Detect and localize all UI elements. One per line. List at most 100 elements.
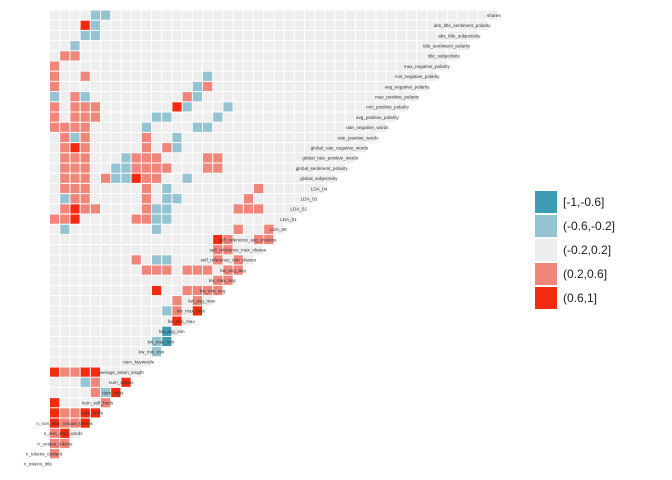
heatmap-tile — [80, 30, 90, 41]
heatmap-tile — [407, 30, 417, 41]
heatmap-tile — [376, 61, 386, 71]
heatmap-tile — [407, 81, 417, 92]
heatmap-tile — [162, 112, 172, 122]
heatmap-tile — [315, 163, 325, 173]
heatmap-tile — [162, 255, 172, 265]
heatmap-tile — [233, 92, 243, 102]
heatmap-tile — [305, 10, 315, 20]
heatmap-tile — [80, 234, 90, 245]
heatmap-tile — [131, 194, 141, 204]
heatmap-tile — [427, 30, 437, 41]
heatmap-tile — [121, 367, 131, 377]
heatmap-tile — [60, 81, 70, 92]
variable-label: rate_negative_words — [346, 125, 389, 130]
heatmap-tile — [90, 61, 100, 71]
heatmap-tile — [274, 173, 284, 183]
heatmap-tile — [294, 194, 304, 204]
heatmap-tile — [50, 163, 60, 173]
heatmap-tile — [376, 122, 386, 132]
heatmap-tile — [90, 336, 100, 347]
heatmap-tile — [90, 183, 100, 194]
heatmap-tile — [345, 81, 355, 92]
heatmap-tile — [294, 61, 304, 71]
heatmap-tile — [315, 143, 325, 153]
heatmap-tile — [172, 153, 182, 163]
heatmap-tile — [141, 132, 151, 143]
heatmap-tile — [213, 143, 223, 153]
heatmap-tile — [254, 30, 264, 41]
heatmap-tile — [284, 61, 294, 71]
heatmap-tile — [101, 153, 111, 163]
heatmap-tile — [223, 255, 233, 265]
heatmap-tile — [90, 214, 100, 224]
heatmap-tile — [243, 10, 253, 20]
heatmap-tile — [60, 357, 70, 367]
heatmap-tile — [223, 245, 233, 255]
heatmap-tile — [70, 296, 80, 306]
heatmap-tile — [162, 265, 172, 275]
heatmap-tile — [121, 163, 131, 173]
heatmap-tile — [203, 41, 213, 51]
heatmap-tile — [488, 10, 498, 20]
variable-label: kw_max_min — [148, 339, 175, 344]
heatmap-tile — [111, 41, 121, 51]
heatmap-tile — [254, 81, 264, 92]
heatmap-tile — [111, 132, 121, 143]
heatmap-tile — [80, 204, 90, 214]
heatmap-tile — [192, 132, 202, 143]
heatmap-tile — [376, 41, 386, 51]
heatmap-tile — [192, 51, 202, 61]
heatmap-tile — [152, 285, 162, 296]
heatmap-tile — [284, 132, 294, 143]
heatmap-tile — [284, 20, 294, 30]
heatmap-tile — [152, 326, 162, 336]
heatmap-tile — [101, 102, 111, 112]
heatmap-tile — [243, 194, 253, 204]
heatmap-tile — [90, 285, 100, 296]
heatmap-tile — [121, 30, 131, 41]
heatmap-tile — [60, 10, 70, 20]
heatmap-tile — [294, 102, 304, 112]
heatmap-tile — [315, 41, 325, 51]
heatmap-tile — [386, 61, 396, 71]
variable-label: self_reference_avg_sharess — [219, 237, 277, 242]
heatmap-tile — [60, 326, 70, 336]
heatmap-tile — [101, 71, 111, 81]
heatmap-tile — [60, 61, 70, 71]
heatmap-tile — [50, 377, 60, 387]
heatmap-tile — [111, 51, 121, 61]
heatmap-tile — [366, 132, 376, 143]
heatmap-tile — [264, 204, 274, 214]
heatmap-tile — [345, 92, 355, 102]
heatmap-tile — [70, 245, 80, 255]
heatmap-tile — [284, 194, 294, 204]
heatmap-tile — [50, 398, 60, 408]
heatmap-tile — [254, 20, 264, 30]
heatmap-tile — [192, 183, 202, 194]
heatmap-tile — [192, 122, 202, 132]
heatmap-tile — [233, 214, 243, 224]
heatmap-tile — [264, 143, 274, 153]
heatmap-tile — [345, 112, 355, 122]
heatmap-tile — [254, 224, 264, 234]
heatmap-tile — [203, 51, 213, 61]
heatmap-tile — [80, 398, 90, 408]
heatmap-tile — [172, 143, 182, 153]
heatmap-tile — [213, 275, 223, 285]
heatmap-tile — [305, 92, 315, 102]
heatmap-tile — [90, 245, 100, 255]
heatmap-tile — [80, 112, 90, 122]
heatmap-tile — [182, 122, 192, 132]
heatmap-tile — [233, 122, 243, 132]
heatmap-tile — [90, 326, 100, 336]
heatmap-tile — [223, 163, 233, 173]
heatmap-tile — [254, 163, 264, 173]
heatmap-tile — [325, 112, 335, 122]
heatmap-tile — [427, 51, 437, 61]
heatmap-tile — [121, 336, 131, 347]
heatmap-tile — [60, 234, 70, 245]
heatmap-tile — [203, 245, 213, 255]
heatmap-tile — [335, 10, 345, 20]
heatmap-tile — [60, 143, 70, 153]
heatmap-tile — [141, 153, 151, 163]
